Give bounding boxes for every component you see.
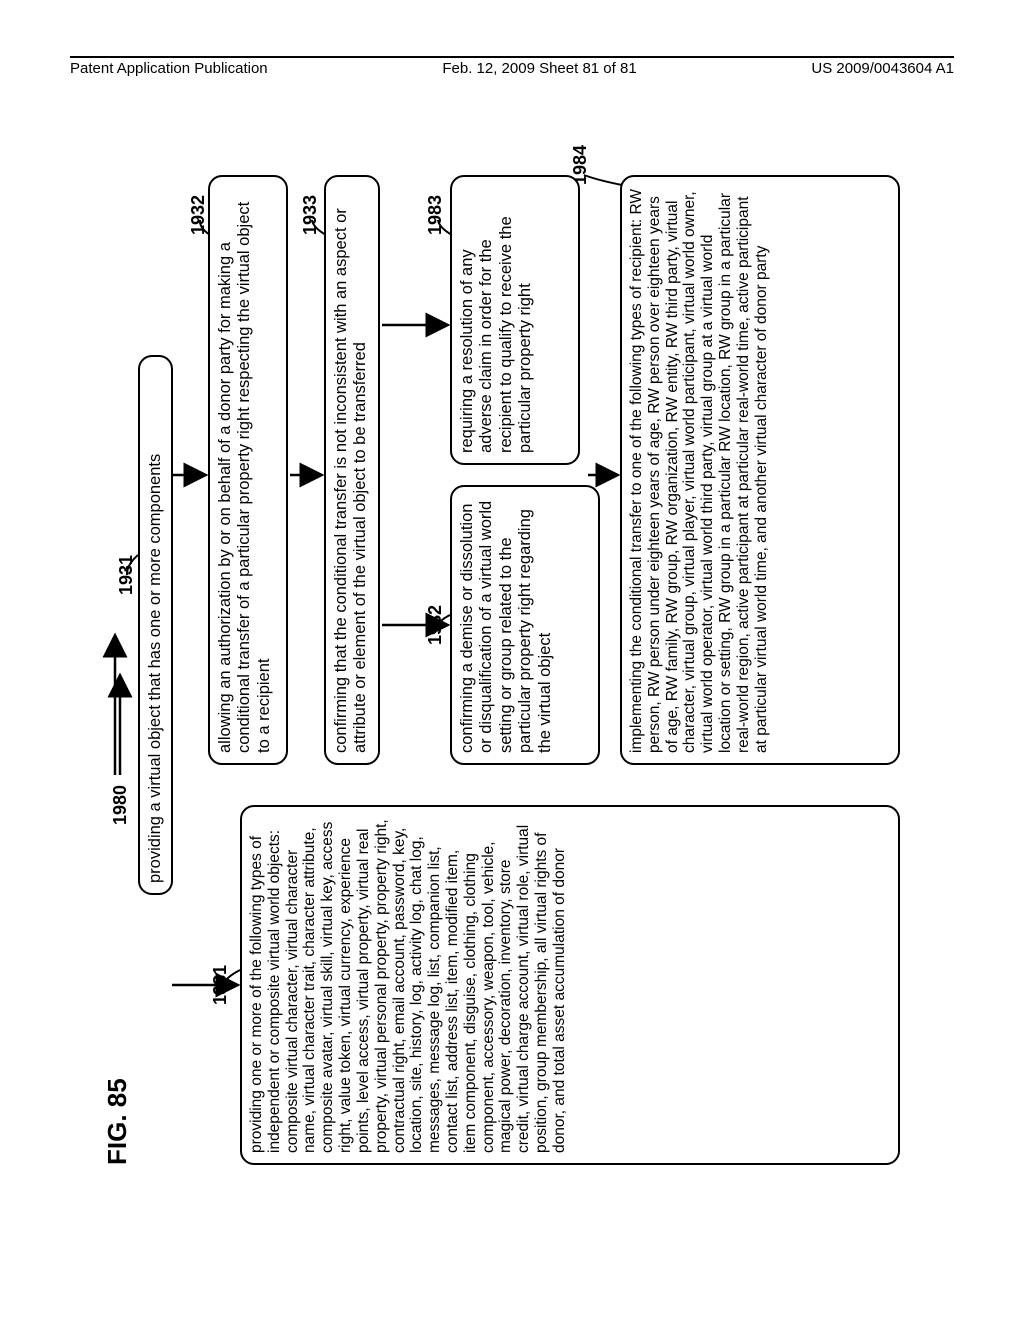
box-1983: requiring a resolution of any adverse cl… bbox=[450, 175, 580, 465]
ref-1933: 1933 bbox=[300, 195, 321, 235]
box-1981: providing one or more of the following t… bbox=[240, 805, 900, 1165]
header-center: Feb. 12, 2009 Sheet 81 of 81 bbox=[442, 60, 636, 77]
ref-root: 1980 bbox=[110, 785, 131, 825]
ref-1981: 1981 bbox=[210, 965, 231, 1005]
ref-1983: 1983 bbox=[425, 195, 446, 235]
page-header: Patent Application Publication Feb. 12, … bbox=[70, 56, 954, 77]
diagram: FIG. 85 1980 1931 1981 1932 1933 1982 19… bbox=[80, 125, 944, 1195]
ref-1982: 1982 bbox=[425, 605, 446, 645]
figure-label: FIG. 85 bbox=[102, 1078, 133, 1165]
ref-1932: 1932 bbox=[188, 195, 209, 235]
header-right: US 2009/0043604 A1 bbox=[811, 60, 954, 77]
header-left: Patent Application Publication bbox=[70, 60, 268, 77]
box-1982: confirming a demise or dissolution or di… bbox=[450, 485, 600, 765]
ref-1931: 1931 bbox=[116, 555, 137, 595]
box-1933: confirming that the conditional transfer… bbox=[324, 175, 380, 765]
diagram-inner: FIG. 85 1980 1931 1981 1932 1933 1982 19… bbox=[80, 125, 944, 1195]
page: Patent Application Publication Feb. 12, … bbox=[0, 0, 1024, 1320]
box-1932: allowing an authorization by or on behal… bbox=[208, 175, 288, 765]
box-1931: providing a virtual object that has one … bbox=[138, 355, 173, 895]
box-1984: implementing the conditional transfer to… bbox=[620, 175, 900, 765]
